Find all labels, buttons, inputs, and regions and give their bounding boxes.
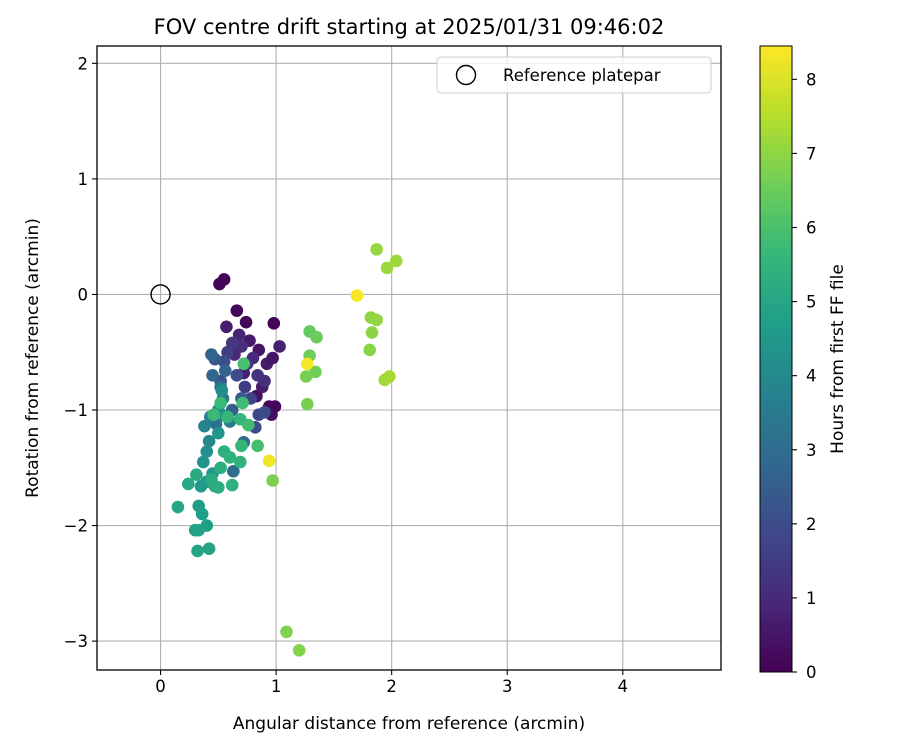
data-point [198,419,211,433]
data-point [197,455,210,469]
data-point [212,481,225,494]
data-point [301,357,314,371]
legend-box [436,56,712,94]
colorbar-ticks: 0 1 2 3 4 5 6 7 8 [792,70,817,682]
data-point [299,370,313,383]
data-point [258,374,271,388]
y-tick-label: 0 [78,285,89,304]
colorbar-tick-label: 4 [806,367,817,386]
legend-open-circle-marker [455,64,477,86]
data-point [181,477,195,491]
reference-platepar-marker [150,284,171,305]
grid-lines [97,46,721,670]
x-tick-label: 0 [155,677,166,696]
reference-layer [150,284,171,305]
colorbar-label: Hours from first FF file [828,264,848,454]
colorbar: 0 1 2 3 4 5 6 7 8 Hours from first FF file [759,45,848,682]
data-point [266,351,279,365]
data-point [190,468,203,482]
data-point [242,418,255,432]
data-point [195,507,209,521]
colorbar-tick-label: 7 [806,144,817,163]
data-point [205,348,218,361]
x-tick-label: 4 [618,677,629,696]
data-point [235,439,248,453]
x-axis-ticks: 0 1 2 3 4 [155,670,628,696]
y-tick-label: −1 [64,401,88,420]
data-point [350,289,364,302]
data-point [191,544,204,558]
colorbar-tick-label: 5 [806,293,817,312]
data-point [233,455,247,469]
x-tick-label: 1 [271,677,282,696]
data-point [237,357,251,371]
y-tick-label: 2 [78,54,89,73]
data-point [267,317,281,330]
x-tick-label: 3 [502,677,513,696]
chart-title: FOV centre drift starting at 2025/01/31 … [154,15,665,39]
data-point [301,397,314,411]
data-point [292,644,306,657]
data-point [202,542,216,555]
data-point [213,277,226,291]
data-point [202,434,216,448]
data-point [258,406,271,419]
data-point [218,364,232,378]
y-tick-label: 1 [78,170,89,189]
legend: Reference platepar [436,56,712,94]
colorbar-tick-label: 2 [806,515,817,534]
data-point [221,410,234,424]
data-point [220,320,233,334]
data-point [236,396,249,410]
data-point [383,370,396,383]
colorbar-tick-label: 6 [806,219,817,238]
colorbar-tick-label: 0 [806,663,817,682]
colorbar-tick-label: 3 [806,441,817,460]
colorbar-tick-label: 1 [806,589,817,608]
data-point [380,261,394,275]
data-point [230,369,244,382]
data-point [365,326,379,339]
colorbar-gradient [759,45,793,673]
data-point [192,523,205,537]
data-point [212,426,225,440]
data-point [214,396,227,410]
x-axis-label: Angular distance from reference (arcmin) [233,714,585,734]
y-tick-label: −2 [64,517,88,536]
data-point [207,408,221,421]
data-point [262,454,276,468]
data-point [310,330,323,344]
data-point [266,474,279,487]
legend-label: Reference platepar [503,66,661,85]
data-point [389,254,403,268]
data-point [239,315,253,329]
data-point [370,243,383,256]
data-point [215,384,229,397]
data-point [273,340,286,353]
plot-area-frame [96,45,722,671]
data-point [363,343,377,357]
data-point [225,478,239,492]
colorbar-tick-label: 8 [806,70,817,89]
y-axis-label: Rotation from reference (arcmin) [23,218,43,498]
y-axis-ticks: −3 −2 −1 0 1 2 [64,54,97,651]
data-point [370,313,383,327]
data-point [280,625,293,639]
data-point [171,500,185,514]
y-tick-label: −3 [64,632,88,651]
data-point [194,479,208,493]
x-tick-label: 2 [386,677,397,696]
data-point [238,380,252,394]
data-points [171,243,403,657]
data-point [223,451,237,464]
data-point [214,461,227,475]
data-point [206,369,219,382]
data-point [230,304,244,317]
data-point [200,445,214,458]
data-point [227,464,240,478]
data-point [251,439,264,453]
